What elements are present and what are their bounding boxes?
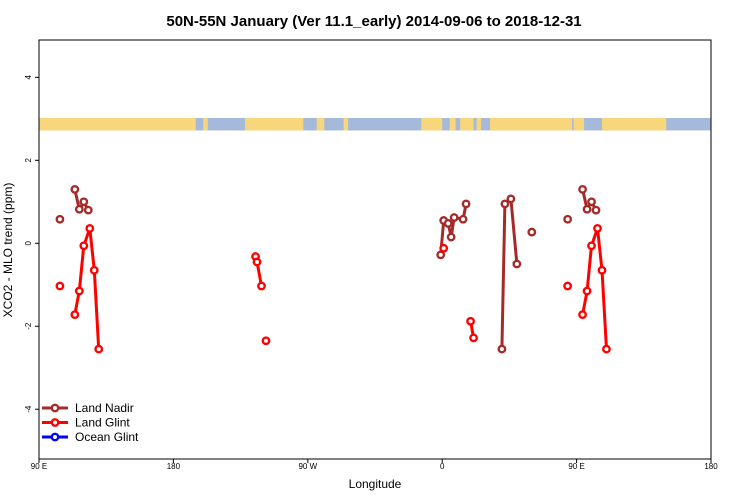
data-point	[252, 257, 262, 267]
land-span	[449, 117, 456, 131]
data-point	[436, 250, 446, 260]
data-point	[55, 281, 65, 291]
data-point	[461, 199, 471, 209]
plot-frame	[38, 39, 712, 460]
data-point	[257, 281, 266, 291]
series-land-nadir	[55, 184, 601, 354]
legend-marker	[50, 432, 60, 442]
data-point	[587, 197, 596, 207]
land-ocean-strip	[39, 117, 711, 131]
y-tick-label: 2	[24, 158, 33, 163]
land-span	[203, 117, 208, 131]
data-point	[563, 214, 573, 224]
data-point	[89, 265, 99, 275]
data-point	[74, 286, 84, 296]
land-span	[573, 117, 585, 131]
y-tick-label: -4	[24, 405, 33, 413]
data-point	[587, 241, 596, 251]
data-point	[578, 310, 587, 320]
axis-ticks: 90 E 180 90 W 0 90 E 180 4 2 0 -2 -4	[24, 75, 718, 471]
series-land-glint	[55, 223, 611, 354]
x-tick-label: 180	[704, 462, 718, 471]
data-point	[512, 259, 522, 269]
data-point	[83, 205, 93, 215]
x-tick-label: 0	[440, 462, 445, 471]
land-span	[245, 117, 304, 131]
land-span	[489, 117, 573, 131]
data-point	[466, 316, 475, 326]
data-point	[497, 344, 507, 354]
data-point	[261, 336, 271, 346]
y-tick-label: 0	[24, 241, 33, 246]
data-point	[74, 204, 84, 214]
x-tick-label: 180	[167, 462, 181, 471]
land-span	[476, 117, 482, 131]
y-axis-label: XCO2 - MLO trend (ppm)	[1, 183, 15, 318]
legend-label: Land Glint	[75, 416, 130, 430]
x-tick-label: 90 E	[31, 462, 47, 471]
land-span	[601, 117, 667, 131]
y-tick-label: 4	[24, 75, 33, 80]
land-span	[460, 117, 474, 131]
y-tick-label: -2	[24, 322, 33, 330]
data-point	[443, 218, 453, 228]
x-axis-label: Longitude	[349, 477, 402, 491]
chart-title: 50N-55N January (Ver 11.1_early) 2014-09…	[166, 13, 581, 30]
data-point	[70, 310, 80, 320]
data-point	[582, 204, 592, 214]
legend-label: Land Nadir	[75, 401, 134, 415]
data-point	[593, 223, 602, 233]
land-span	[316, 117, 325, 131]
x-tick-label: 90 E	[568, 462, 584, 471]
legend-marker	[50, 403, 60, 413]
data-point	[55, 214, 65, 224]
land-span	[421, 117, 443, 131]
data-point	[582, 286, 592, 296]
data-point	[578, 184, 587, 194]
data-point	[591, 205, 601, 215]
series-layer	[55, 184, 611, 354]
land-span	[39, 117, 196, 131]
data-point	[500, 199, 510, 209]
data-point	[439, 243, 449, 253]
data-point	[602, 344, 611, 354]
data-point	[85, 223, 95, 233]
data-point	[79, 197, 89, 207]
x-tick-label: 90 W	[298, 462, 317, 471]
data-point	[527, 227, 537, 237]
data-point	[563, 281, 573, 291]
data-point	[449, 213, 459, 222]
series-line	[500, 197, 519, 350]
data-point	[458, 214, 468, 224]
data-point	[469, 333, 478, 343]
data-point	[597, 265, 607, 275]
land-span	[343, 117, 349, 131]
data-point	[446, 232, 456, 242]
data-point	[79, 241, 89, 251]
legend-label: Ocean Glint	[75, 430, 139, 444]
legend-marker	[50, 418, 60, 427]
data-point	[94, 344, 104, 354]
data-point	[506, 194, 516, 204]
data-point	[70, 184, 80, 194]
